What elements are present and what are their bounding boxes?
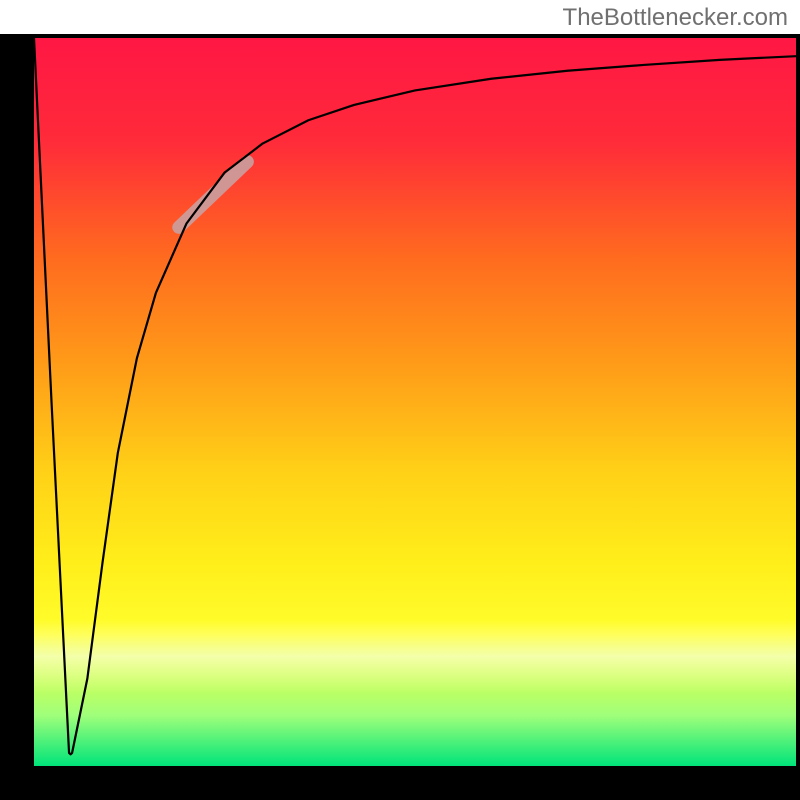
main-curve — [34, 38, 796, 754]
axis-border-bottom — [0, 766, 800, 800]
highlight-segment — [179, 162, 248, 228]
plot-area — [34, 38, 796, 766]
axis-border-top — [0, 34, 800, 38]
axis-border-right — [796, 34, 800, 800]
chart-container: TheBottlenecker.com — [0, 0, 800, 800]
watermark-text: TheBottlenecker.com — [563, 4, 788, 32]
curve-layer — [34, 38, 796, 766]
axis-border-left — [0, 34, 34, 800]
